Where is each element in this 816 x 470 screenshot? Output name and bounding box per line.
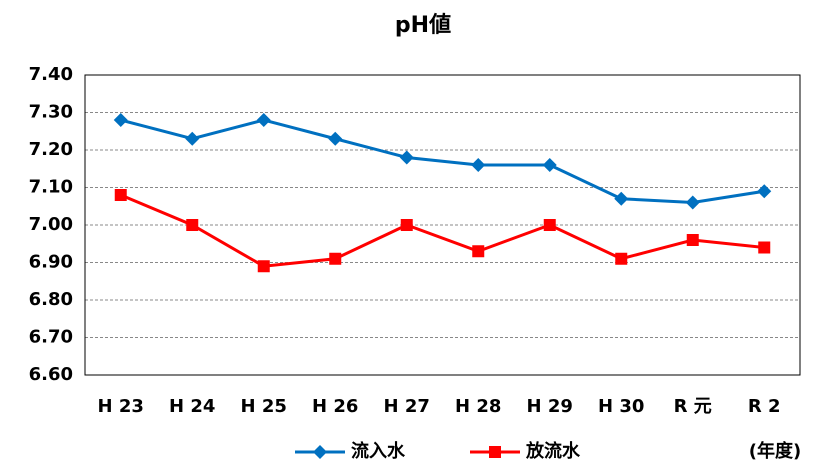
data-point <box>114 189 127 201</box>
data-point <box>614 191 629 206</box>
series-line <box>120 193 765 268</box>
data-point <box>257 260 270 273</box>
x-tick-label: H 30 <box>598 396 644 417</box>
data-point <box>329 252 342 265</box>
plot-frame <box>84 74 801 376</box>
y-tick-label: 6.60 <box>29 364 73 385</box>
data-point <box>615 252 628 265</box>
data-point <box>399 150 414 165</box>
y-tick-label: 6.70 <box>29 327 73 348</box>
data-point <box>685 195 700 210</box>
y-tick-label: 7.00 <box>29 214 73 235</box>
data-point <box>472 245 485 258</box>
y-tick-label: 6.90 <box>29 252 73 273</box>
data-point <box>543 219 556 231</box>
x-tick-label: R 2 <box>748 396 781 417</box>
data-point <box>328 131 343 146</box>
legend-label: 放流水 <box>525 440 581 462</box>
legend-marker <box>313 445 327 459</box>
data-point <box>400 219 413 231</box>
x-tick-label: H 23 <box>98 396 144 417</box>
x-tick-label: R 元 <box>674 396 712 417</box>
data-point <box>758 241 771 254</box>
data-point <box>256 113 271 127</box>
x-axis-label: (年度) <box>749 440 801 462</box>
x-tick-label: H 24 <box>169 396 215 417</box>
data-point <box>186 219 199 231</box>
x-tick-label: H 27 <box>384 396 430 417</box>
data-point <box>686 234 699 246</box>
x-tick-label: H 28 <box>455 396 501 417</box>
y-tick-label: 7.30 <box>29 102 73 123</box>
data-point <box>185 131 200 146</box>
y-tick-label: 7.40 <box>29 64 73 85</box>
chart-title: pH値 <box>395 13 451 38</box>
y-tick-label: 7.20 <box>29 139 73 160</box>
series-line <box>120 118 765 205</box>
x-tick-label: H 29 <box>527 396 573 417</box>
data-point <box>471 158 486 172</box>
data-point <box>757 184 772 199</box>
data-point <box>542 158 557 172</box>
legend-marker <box>489 446 501 458</box>
x-tick-label: H 26 <box>312 396 358 417</box>
data-point <box>113 113 128 127</box>
legend-label: 流入水 <box>351 440 406 462</box>
y-tick-label: 7.10 <box>29 177 73 198</box>
x-tick-label: H 25 <box>241 396 287 417</box>
y-tick-label: 6.80 <box>29 289 73 310</box>
